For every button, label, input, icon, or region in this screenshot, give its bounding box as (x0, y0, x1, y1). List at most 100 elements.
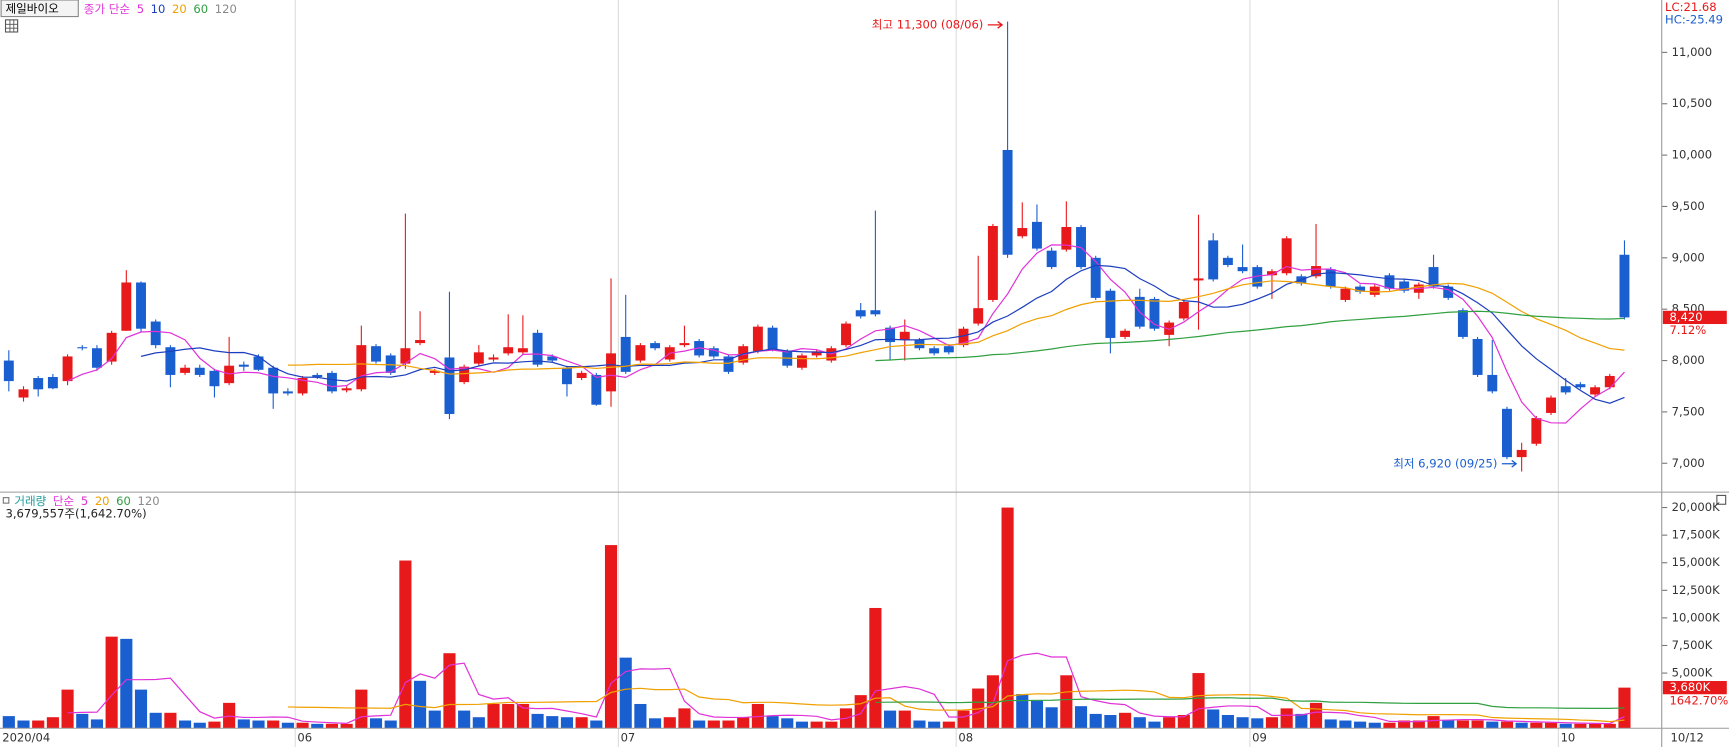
y-tick-label: 7,500K (1672, 638, 1713, 652)
marks-layer (2, 21, 1631, 729)
candle-body (1208, 240, 1219, 280)
legend-entry[interactable]: 5 (137, 1, 144, 15)
close-button[interactable] (1716, 494, 1727, 505)
legend-title: 거래량 (14, 493, 46, 507)
annotation: 최저 6,920 (09/25) (1393, 456, 1497, 470)
legend-entry[interactable]: 120 (215, 1, 237, 15)
table-icon[interactable] (4, 19, 19, 33)
volume-bar (1280, 708, 1293, 729)
candle-body (811, 351, 822, 356)
candle-body (371, 346, 381, 362)
volume-bar (1163, 717, 1176, 729)
volume-bar (560, 717, 574, 729)
volume-bar (722, 720, 735, 729)
candle-body (444, 357, 455, 414)
candle-body (929, 348, 940, 354)
candle-body (561, 367, 572, 385)
legend-entry[interactable]: 120 (138, 493, 160, 507)
volume-bar (957, 710, 970, 729)
candle-body (1017, 228, 1028, 237)
candle-body (62, 356, 73, 382)
hc-label: HC:-25.49 (1665, 12, 1723, 26)
volume-bar (179, 720, 192, 729)
candle-body (1546, 397, 1556, 413)
volume-bar (1045, 707, 1058, 729)
volume-bar (164, 712, 177, 729)
annotation-arrow (1501, 459, 1518, 468)
candle-body (1311, 266, 1321, 277)
volume-bar (884, 710, 897, 729)
legend-entry[interactable]: 10 (151, 1, 166, 15)
legend-entry[interactable]: 5 (81, 493, 88, 507)
candle-body (796, 355, 807, 368)
volume-bar (472, 717, 485, 729)
candle-body (121, 282, 132, 331)
volume-bar (311, 723, 324, 729)
volume-bar (443, 653, 456, 729)
candle-body (209, 370, 220, 387)
volume-bar (17, 720, 30, 729)
y-tick-label: 10,000K (1672, 610, 1720, 624)
volume-bar (1354, 721, 1367, 729)
volume-bar (693, 720, 706, 729)
volume-bar (1486, 721, 1499, 729)
volume-bar (1398, 720, 1411, 729)
volume-bar (1265, 717, 1279, 729)
table-icon-lines (5, 19, 18, 32)
legend-entry[interactable]: 20 (172, 1, 187, 15)
volume-bar (105, 636, 118, 729)
price-tag-label: 8,420 (1669, 310, 1702, 324)
candle-body (356, 345, 367, 390)
candle-body (1457, 310, 1468, 337)
annotation-arrow (987, 21, 1004, 29)
legend-entry[interactable]: 60 (193, 1, 208, 15)
candle-body (650, 343, 661, 349)
volume-bar (369, 718, 383, 729)
volume-bar (854, 695, 867, 729)
candle-body (1399, 281, 1410, 291)
volume-bar (898, 710, 911, 729)
candle-body (899, 331, 910, 341)
legend-entry[interactable]: 60 (116, 493, 131, 507)
candle-body (194, 367, 205, 375)
volume-bar (1251, 718, 1264, 729)
volume-bar (237, 719, 250, 729)
candle-body (1325, 269, 1336, 287)
stock-button[interactable] (0, 0, 79, 18)
candle-body (532, 332, 543, 365)
volume-bar (325, 723, 339, 729)
volume-bar (1574, 723, 1587, 729)
legend: 종가 단순 5 10 20 60 120 (84, 1, 237, 15)
candle-body (1443, 286, 1454, 298)
candle-body (958, 328, 969, 346)
volume-bar (208, 721, 221, 729)
legend-entry[interactable]: 20 (95, 493, 110, 507)
candle-body (136, 282, 146, 329)
volume-bar (531, 713, 544, 729)
volume-bar (1515, 722, 1528, 729)
y-tick-label: 9,500 (1672, 199, 1705, 213)
candle-body (150, 321, 161, 346)
stock-name[interactable]: 제일바이오 (6, 1, 60, 15)
candle-body (1384, 275, 1395, 289)
candle-body (488, 357, 499, 360)
change-label: 7.12% (1669, 323, 1706, 337)
candle-body (459, 366, 470, 383)
candle-body (1560, 386, 1571, 393)
volume-bar (781, 718, 794, 729)
panel-icon[interactable] (2, 497, 10, 504)
volume-bar (869, 607, 882, 729)
volume-bar (942, 721, 955, 729)
volume-bar (1133, 717, 1146, 729)
volume-bar (707, 720, 720, 729)
y-tick-label: 20,000K (1672, 500, 1720, 514)
volume-bar (149, 712, 162, 729)
volume-bar (61, 689, 74, 729)
candle-body (1472, 338, 1483, 375)
legend-ma-label: 종가 단순 (84, 1, 131, 15)
candle-body (1002, 149, 1013, 255)
x-tick-label: 2020/04 (2, 731, 50, 745)
volume-bar (1324, 719, 1337, 729)
